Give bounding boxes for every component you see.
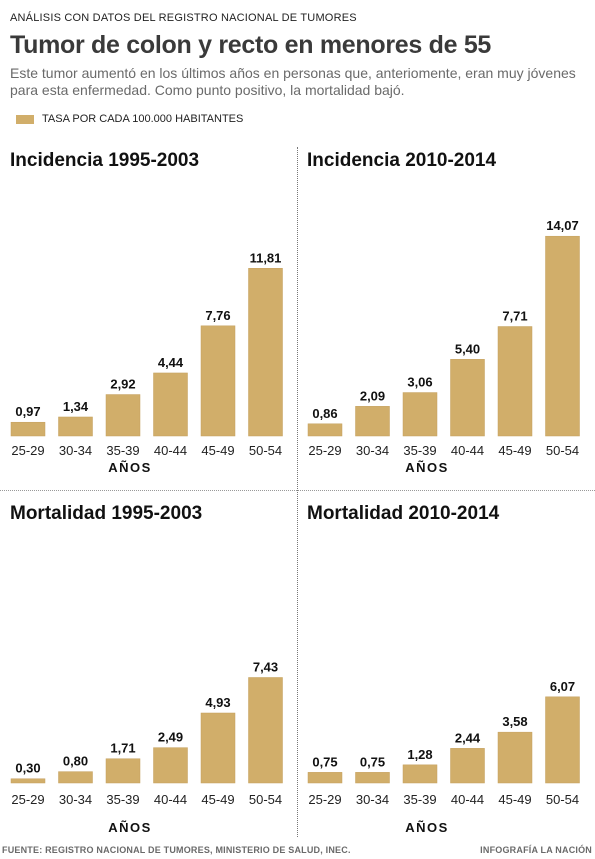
x-tick-label: 40-44 — [154, 792, 187, 807]
x-tick-label: 50-54 — [249, 443, 282, 458]
x-tick-label: 30-34 — [59, 443, 92, 458]
horizontal-divider — [0, 490, 595, 491]
value-label: 1,28 — [407, 747, 432, 762]
kicker: ANÁLISIS CON DATOS DEL REGISTRO NACIONAL… — [10, 12, 357, 24]
x-tick-label: 30-34 — [59, 792, 92, 807]
bar-40-44 — [450, 748, 485, 784]
bar-25-29 — [307, 772, 343, 784]
value-label: 0,30 — [15, 761, 40, 776]
bar-30-34 — [58, 771, 93, 784]
bar-50-54 — [248, 268, 283, 437]
bar-25-29 — [10, 421, 46, 437]
x-tick-label: 25-29 — [308, 443, 341, 458]
bar-25-29 — [10, 778, 46, 784]
legend-swatch — [16, 114, 34, 124]
bar-30-34 — [58, 416, 93, 437]
x-tick-label: 35-39 — [403, 792, 436, 807]
x-tick-label: 45-49 — [201, 792, 234, 807]
footer-credit: INFOGRAFÍA LA NACIÓN — [480, 845, 592, 855]
chart-svg: 0,30 25-29 0,80 30-34 1,71 35-39 2,49 40-44 4,93… — [10, 659, 283, 835]
x-axis-label: AÑOS — [108, 820, 152, 835]
x-tick-label: 35-39 — [106, 443, 139, 458]
value-label: 2,09 — [360, 388, 385, 403]
value-label: 0,86 — [312, 406, 337, 421]
x-tick-label: 40-44 — [154, 443, 187, 458]
bar-45-49 — [497, 731, 533, 784]
value-label: 0,80 — [63, 754, 88, 769]
x-tick-label: 50-54 — [546, 443, 579, 458]
value-label: 3,06 — [407, 375, 432, 390]
value-label: 2,44 — [455, 730, 481, 745]
page-subtitle: Este tumor aumentó en los últimos años e… — [10, 65, 576, 98]
bar-30-34 — [355, 406, 390, 437]
chart-title: Incidencia 2010-2014 — [307, 150, 497, 171]
x-axis-label: AÑOS — [405, 820, 449, 835]
x-tick-label: 35-39 — [403, 443, 436, 458]
chart-svg: 0,86 25-29 2,09 30-34 3,06 35-39 5,40 40-44 7,71… — [307, 218, 580, 475]
x-tick-label: 25-29 — [308, 792, 341, 807]
bar-45-49 — [200, 325, 236, 437]
page-title: Tumor de colon y recto en menores de 55 — [10, 31, 492, 59]
x-axis-label: AÑOS — [108, 460, 152, 475]
value-label: 0,75 — [312, 754, 337, 769]
bar-40-44 — [153, 747, 188, 784]
bar-50-54 — [545, 235, 580, 437]
chart-title: Incidencia 1995-2003 — [10, 150, 200, 171]
value-label: 2,49 — [158, 730, 183, 745]
x-tick-label: 30-34 — [356, 792, 389, 807]
legend-label: TASA POR CADA 100.000 HABITANTES — [42, 113, 244, 125]
bar-45-49 — [200, 712, 236, 784]
value-label: 7,43 — [253, 659, 278, 674]
bar-25-29 — [307, 423, 343, 437]
chart-svg: 0,97 25-29 1,34 30-34 2,92 35-39 4,44 40-44 7,76… — [10, 250, 283, 475]
bar-30-34 — [355, 772, 390, 784]
x-tick-label: 40-44 — [451, 443, 484, 458]
x-tick-label: 50-54 — [249, 792, 282, 807]
x-tick-label: 35-39 — [106, 792, 139, 807]
chart-title: Mortalidad 1995-2003 — [10, 503, 203, 524]
value-label: 3,58 — [502, 714, 527, 729]
bar-50-54 — [248, 677, 283, 784]
x-tick-label: 50-54 — [546, 792, 579, 807]
value-label: 4,44 — [158, 355, 184, 370]
x-tick-label: 25-29 — [11, 443, 44, 458]
bar-35-39 — [105, 758, 141, 784]
chart-svg: 0,75 25-29 0,75 30-34 1,28 35-39 2,44 40-44 3,58… — [307, 679, 580, 835]
value-label: 14,07 — [546, 218, 579, 233]
bar-50-54 — [545, 696, 580, 784]
value-label: 4,93 — [205, 695, 230, 710]
bar-35-39 — [402, 764, 438, 784]
x-tick-label: 45-49 — [201, 443, 234, 458]
x-tick-label: 45-49 — [498, 792, 531, 807]
value-label: 5,40 — [455, 341, 480, 356]
bar-35-39 — [402, 392, 438, 437]
value-label: 0,75 — [360, 754, 385, 769]
bar-40-44 — [450, 359, 485, 437]
x-tick-label: 25-29 — [11, 792, 44, 807]
bar-40-44 — [153, 372, 188, 437]
value-label: 7,71 — [502, 309, 527, 324]
value-label: 6,07 — [550, 679, 575, 694]
chart-title: Mortalidad 2010-2014 — [307, 503, 500, 524]
x-axis-label: AÑOS — [405, 460, 449, 475]
value-label: 1,71 — [110, 741, 135, 756]
x-tick-label: 30-34 — [356, 443, 389, 458]
bar-35-39 — [105, 394, 141, 437]
legend: TASA POR CADA 100.000 HABITANTES — [16, 113, 243, 125]
value-label: 7,76 — [205, 308, 230, 323]
x-tick-label: 40-44 — [451, 792, 484, 807]
bar-45-49 — [497, 326, 533, 437]
value-label: 2,92 — [110, 377, 135, 392]
value-label: 1,34 — [63, 399, 89, 414]
vertical-divider — [297, 147, 298, 837]
x-tick-label: 45-49 — [498, 443, 531, 458]
value-label: 11,81 — [250, 250, 282, 265]
footer-source: FUENTE: REGISTRO NACIONAL DE TUMORES, MI… — [2, 845, 351, 855]
value-label: 0,97 — [15, 404, 40, 419]
